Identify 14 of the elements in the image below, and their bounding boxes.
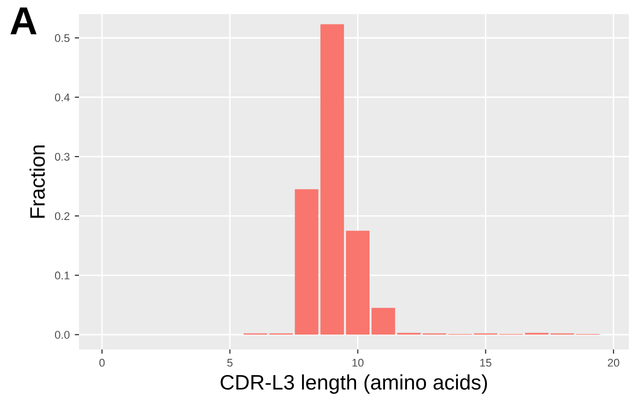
x-tick-label: 15 <box>480 358 492 367</box>
y-axis-title: Fraction <box>30 146 45 218</box>
x-tick-label: 5 <box>227 358 233 367</box>
y-tick-label: 0.4 <box>54 93 70 102</box>
x-tick-label: 20 <box>608 358 620 367</box>
text: A <box>10 7 37 34</box>
y-tick-label: 0.1 <box>54 272 70 280</box>
y-tick-label: 0.2 <box>54 212 70 220</box>
x-tick-label: 0 <box>99 358 105 367</box>
y-tick-label: 0.5 <box>54 34 70 42</box>
x-tick-label: 10 <box>352 358 364 367</box>
x-axis-title: CDR-L3 length (amino acids) <box>220 374 487 394</box>
y-tick-label: 0.0 <box>54 330 70 339</box>
y-tick-label: 0.3 <box>54 152 70 161</box>
